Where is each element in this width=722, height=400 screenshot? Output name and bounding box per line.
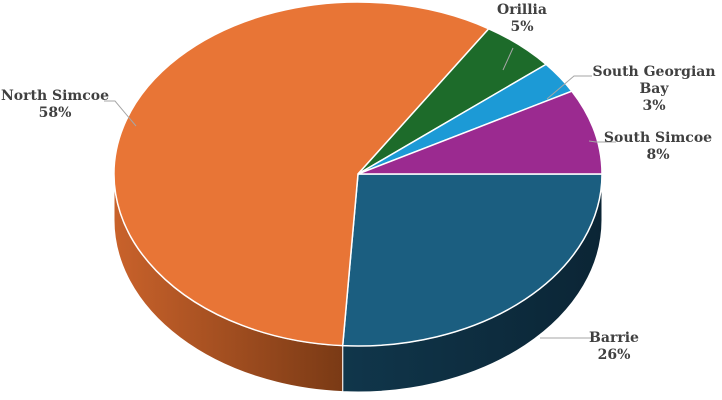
data-label-orillia: Orillia 5%	[497, 2, 547, 35]
data-label-value-south-simcoe: 8%	[646, 147, 669, 163]
leader-line-orillia	[502, 47, 514, 71]
data-label-category-south-simcoe: South Simcoe	[604, 130, 712, 146]
data-label-category-north-simcoe: North Simcoe	[1, 88, 109, 104]
pie-slice-barrie	[341, 173, 603, 347]
data-label-value-barrie: 26%	[598, 347, 631, 363]
data-label-value-north-simcoe: 58%	[39, 105, 72, 121]
data-label-group: Barrie 26% North Simcoe 58% Orillia 5% South G…	[1, 2, 716, 363]
leader-line-south-simcoe	[588, 140, 616, 143]
data-label-category-south-georgian-bay: South Georgian	[592, 64, 715, 80]
data-label-value-orillia: 5%	[510, 19, 533, 35]
data-label-south-georgian-bay: South Georgian Bay 3%	[592, 64, 715, 114]
data-label-north-simcoe: North Simcoe 58%	[1, 88, 109, 121]
data-label-south-simcoe: South Simcoe 8%	[604, 130, 712, 163]
pie-slice-north-simcoe	[113, 1, 490, 347]
leader-line-group	[104, 47, 616, 339]
data-label-category-south-georgian-bay: Bay	[639, 81, 669, 97]
leader-line-north-simcoe	[104, 100, 137, 127]
data-label-barrie: Barrie 26%	[589, 330, 639, 363]
data-label-category-barrie: Barrie	[589, 330, 639, 346]
pie-slice-south-simcoe	[357, 90, 603, 175]
pie-top-group	[113, 1, 603, 347]
leader-line-south-georgian-bay	[546, 75, 592, 100]
data-label-category-orillia: Orillia	[497, 2, 547, 18]
data-label-value-south-georgian-bay: 3%	[642, 98, 665, 114]
